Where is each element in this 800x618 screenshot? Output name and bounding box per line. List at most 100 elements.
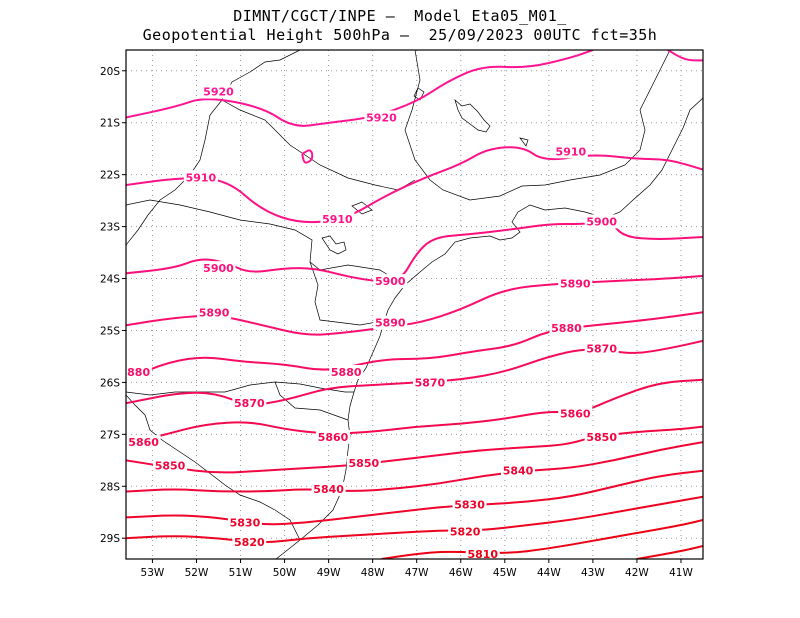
contour-label: 5890: [375, 317, 406, 330]
lon-label: 46W: [449, 567, 473, 579]
contour-label-bg: [201, 84, 236, 99]
grid-lines: [126, 50, 703, 559]
lon-label: 53W: [141, 567, 165, 579]
contour-5910: [126, 146, 703, 224]
contour-label: 5890: [560, 278, 591, 291]
contour-label-bg: [197, 305, 232, 320]
lat-label: 24S: [100, 274, 120, 286]
lat-label: 29S: [100, 533, 120, 545]
lon-label: 49W: [317, 567, 341, 579]
lon-label: 43W: [581, 567, 605, 579]
contour-label: 5840: [313, 483, 344, 496]
contour-label-bg: [316, 429, 351, 444]
longitude-labels: 53W 52W 51W 50W 49W 48W 47W 46W 45W 44W 43W 42W 41W: [141, 567, 694, 579]
contour-label-bg: [553, 144, 588, 159]
contour-label-bg: [232, 534, 267, 549]
map-frame: [125, 49, 704, 560]
contour-label-bg: [232, 396, 267, 411]
lat-label: 20S: [100, 66, 120, 78]
contour-label-bg: [558, 406, 593, 421]
lon-label: 52W: [185, 567, 209, 579]
contour-label: 5870: [234, 397, 265, 410]
contour-label: 5910: [186, 171, 217, 184]
contour-label-bg: [584, 429, 619, 444]
latitude-labels: 20S 21S 22S 23S 24S 25S 26S 27S 28S 29S: [100, 66, 120, 545]
contour-label-bg: [183, 170, 218, 185]
contour-label: 5900: [203, 262, 234, 275]
map-title-line2: Geopotential Height 500hPa — 25/09/2023 …: [142, 26, 658, 44]
contour-label: 5880: [331, 366, 362, 379]
contour-label: 5920: [203, 86, 234, 99]
lon-label: 50W: [273, 567, 297, 579]
contour-label: 5850: [349, 457, 380, 470]
contour-5920: [301, 149, 314, 164]
lat-label: 28S: [100, 481, 120, 493]
contour-5810: [381, 519, 703, 559]
lon-label: 42W: [625, 567, 649, 579]
contour-label-bg: [126, 435, 161, 450]
contour-label: 5910: [556, 145, 587, 158]
contour-5820: [126, 495, 703, 544]
contour-label: 5860: [318, 431, 349, 444]
lon-label: 44W: [537, 567, 561, 579]
map-title-line1: DIMNT/CGCT/INPE — Model Eta05_M01_: [233, 7, 567, 25]
contour-label: 5870: [586, 343, 617, 356]
contour-label-bg: [153, 458, 188, 473]
contour-lines: [126, 50, 703, 559]
contour-label-bg: [558, 276, 593, 291]
lat-label: 26S: [100, 377, 120, 389]
contour-label-bg: [412, 375, 447, 390]
contour-label: 5820: [450, 525, 481, 538]
contour-label-bg: [227, 515, 262, 530]
contour-5890: [126, 274, 703, 336]
contour-label: 5890: [199, 306, 230, 319]
contour-label-bg: [373, 274, 408, 289]
contour-label-bg: [373, 315, 408, 330]
contour-label: 5860: [560, 408, 591, 421]
contour-5840: [126, 441, 703, 493]
lat-label: 21S: [100, 118, 120, 130]
lon-label: 45W: [493, 567, 517, 579]
contour-label: 5900: [586, 215, 617, 228]
contour-label: 5880: [551, 322, 582, 335]
contour-label-bg: [329, 365, 364, 380]
contour-5830: [126, 469, 703, 526]
contour-label: 5860: [128, 436, 159, 449]
contour-label-bg: [549, 320, 584, 335]
lat-label: 25S: [100, 325, 120, 337]
contour-label-bg: [364, 110, 399, 125]
lon-label: 48W: [361, 567, 385, 579]
contour-label-bg: [584, 341, 619, 356]
contour-label: 5840: [503, 465, 534, 478]
contour-label-bg: [311, 481, 346, 496]
axis-ticks: [122, 70, 682, 563]
contour-label: 5900: [375, 275, 406, 288]
contour-label-bg: [320, 211, 355, 226]
contour-label-bg: [452, 497, 487, 512]
contour-label: 5910: [322, 213, 353, 226]
contour-label: 5920: [366, 112, 397, 125]
lon-label: 51W: [229, 567, 253, 579]
contour-label: 5870: [415, 376, 446, 389]
contour-label: 5830: [454, 498, 485, 511]
lat-label: 27S: [100, 429, 120, 441]
contour-label-bg: [584, 214, 619, 229]
contour-5920: [667, 50, 703, 62]
contour-label: 5810: [467, 548, 498, 561]
contour-label-bg: [346, 455, 381, 470]
contour-label: 5880: [119, 366, 150, 379]
lat-label: 22S: [100, 170, 120, 182]
lon-label: 41W: [669, 567, 693, 579]
contour-5920: [126, 50, 594, 127]
contour-5800: [636, 545, 703, 559]
lat-label: 23S: [100, 222, 120, 234]
contour-label: 5850: [586, 431, 617, 444]
coastline-borders: [126, 50, 703, 559]
contour-label-bg: [126, 365, 152, 380]
contour-labels: 5920 5920 5910 5910 5910 5900 5900 5900 5890 5890…: [119, 84, 619, 561]
contour-label: 5850: [155, 460, 186, 473]
contour-label-bg: [501, 463, 536, 478]
contour-label: 5830: [230, 517, 261, 530]
contour-label-bg: [201, 261, 236, 276]
